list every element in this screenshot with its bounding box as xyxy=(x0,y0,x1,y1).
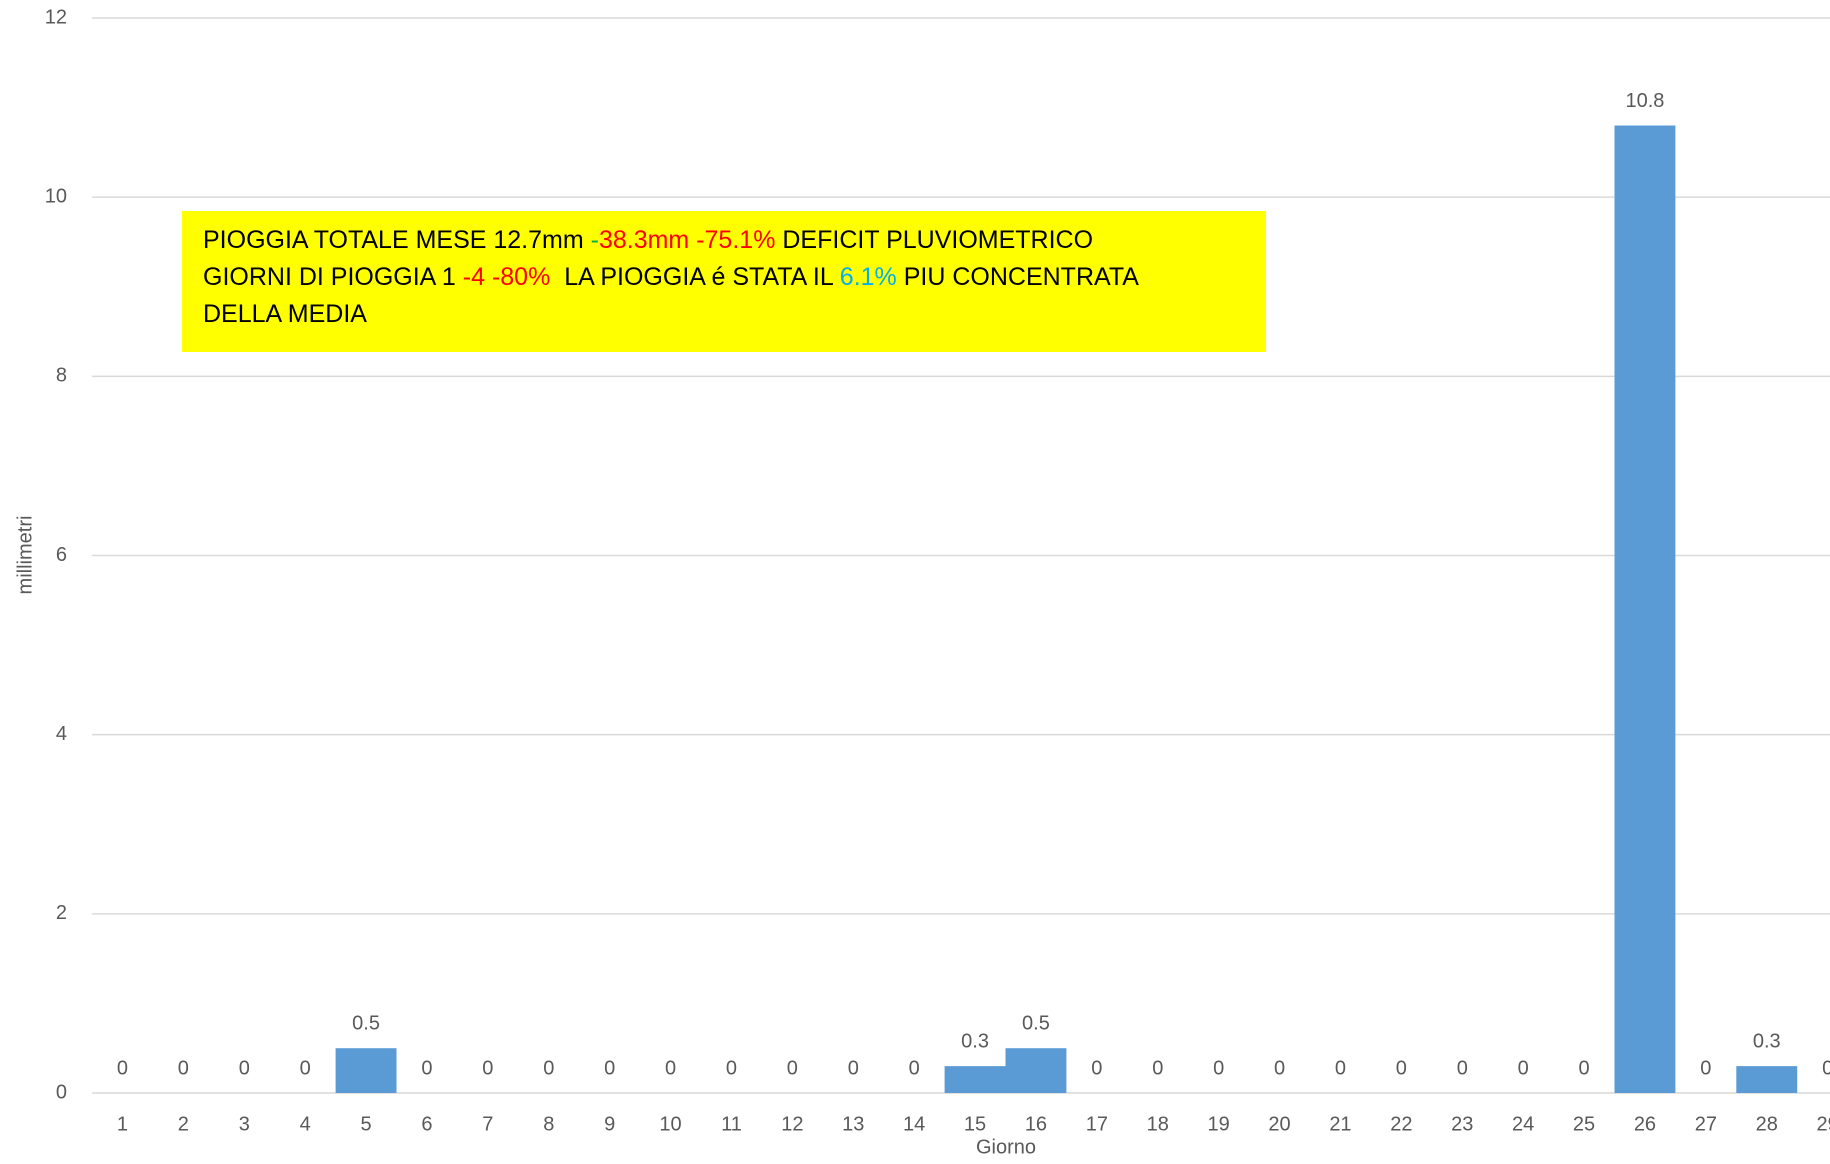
bar xyxy=(1614,125,1676,1093)
y-axis-title: millimetri xyxy=(14,516,36,595)
data-label: 0 xyxy=(178,1057,189,1079)
x-tick-label: 28 xyxy=(1756,1113,1778,1135)
data-label: 0 xyxy=(1518,1057,1529,1079)
x-tick-label: 4 xyxy=(300,1113,311,1135)
bar xyxy=(944,1066,1006,1093)
data-label: 0.5 xyxy=(1022,1012,1050,1034)
x-tick-label: 7 xyxy=(482,1113,493,1135)
x-tick-label: 18 xyxy=(1147,1113,1169,1135)
y-tick-label: 12 xyxy=(45,6,67,28)
x-tick-label: 21 xyxy=(1329,1113,1351,1135)
data-label: 0.3 xyxy=(961,1030,989,1052)
x-tick-label: 2 xyxy=(178,1113,189,1135)
y-tick-label: 10 xyxy=(45,185,67,207)
x-tick-label: 3 xyxy=(239,1113,250,1135)
data-label: 0 xyxy=(117,1057,128,1079)
annotation-text: LA PIOGGIA é STATA IL xyxy=(550,263,839,291)
annotation-text: GIORNI DI PIOGGIA 1 xyxy=(203,263,463,291)
x-tick-label: 27 xyxy=(1695,1113,1717,1135)
x-tick-label: 10 xyxy=(659,1113,681,1135)
data-label: 0 xyxy=(1152,1057,1163,1079)
x-tick-label: 26 xyxy=(1634,1113,1656,1135)
x-tick-label: 12 xyxy=(781,1113,803,1135)
data-label: 0 xyxy=(1335,1057,1346,1079)
x-tick-label: 19 xyxy=(1208,1113,1230,1135)
x-tick-label: 17 xyxy=(1086,1113,1108,1135)
x-tick-label: 9 xyxy=(604,1113,615,1135)
data-label: 0 xyxy=(665,1057,676,1079)
x-tick-label: 24 xyxy=(1512,1113,1534,1135)
x-tick-label: 6 xyxy=(421,1113,432,1135)
x-tick-label: 20 xyxy=(1268,1113,1290,1135)
x-tick-label: 8 xyxy=(543,1113,554,1135)
x-axis-title: Giorno xyxy=(976,1136,1036,1158)
data-label: 0 xyxy=(1822,1057,1830,1079)
data-label: 0 xyxy=(1578,1057,1589,1079)
data-label: 0 xyxy=(787,1057,798,1079)
data-label: 0 xyxy=(1091,1057,1102,1079)
data-label: 0 xyxy=(421,1057,432,1079)
data-label: 0 xyxy=(300,1057,311,1079)
y-tick-label: 2 xyxy=(56,902,67,924)
x-tick-label: 15 xyxy=(964,1113,986,1135)
annotation-text: PIOGGIA TOTALE MESE 12.7mm xyxy=(203,226,591,254)
data-label: 0 xyxy=(726,1057,737,1079)
data-label: 0 xyxy=(1457,1057,1468,1079)
data-label: 10.8 xyxy=(1625,90,1664,112)
y-tick-label: 6 xyxy=(56,544,67,566)
data-label: 0.3 xyxy=(1753,1030,1781,1052)
annotation-text: DEFICIT PLUVIOMETRICO xyxy=(775,226,1093,254)
annotation-line: PIOGGIA TOTALE MESE 12.7mm -38.3mm -75.1… xyxy=(203,226,1093,254)
x-tick-label: 11 xyxy=(721,1113,742,1135)
data-label: 0 xyxy=(543,1057,554,1079)
annotation-text: 38.3mm -75.1% xyxy=(599,226,775,254)
y-tick-label: 0 xyxy=(56,1081,67,1103)
annotation-line: DELLA MEDIA xyxy=(203,300,367,328)
x-tick-label: 29 xyxy=(1817,1113,1830,1135)
x-tick-label: 23 xyxy=(1451,1113,1473,1135)
x-tick-label: 1 xyxy=(117,1113,128,1135)
data-label: 0 xyxy=(1700,1057,1711,1079)
annotation-text: DELLA MEDIA xyxy=(203,300,367,328)
x-tick-label: 25 xyxy=(1573,1113,1595,1135)
annotation-text: - xyxy=(591,226,599,254)
bar xyxy=(1736,1066,1798,1093)
data-label: 0 xyxy=(1396,1057,1407,1079)
y-tick-label: 8 xyxy=(56,365,67,387)
data-label: 0 xyxy=(1213,1057,1224,1079)
annotation-box xyxy=(182,211,1266,352)
annotation-line: GIORNI DI PIOGGIA 1 -4 -80% LA PIOGGIA é… xyxy=(203,263,1139,291)
x-tick-label: 22 xyxy=(1390,1113,1412,1135)
data-label: 0 xyxy=(482,1057,493,1079)
x-tick-label: 13 xyxy=(842,1113,864,1135)
data-label: 0 xyxy=(239,1057,250,1079)
data-label: 0 xyxy=(1274,1057,1285,1079)
data-label: 0 xyxy=(604,1057,615,1079)
x-tick-label: 16 xyxy=(1025,1113,1047,1135)
annotation-text: PIU CONCENTRATA xyxy=(897,263,1139,291)
data-label: 0.5 xyxy=(352,1012,380,1034)
annotation-text: -4 -80% xyxy=(463,263,551,291)
x-tick-label: 5 xyxy=(360,1113,371,1135)
bar xyxy=(335,1048,397,1093)
y-tick-label: 4 xyxy=(56,723,67,745)
annotation-text: 6.1% xyxy=(840,263,897,291)
data-label: 0 xyxy=(909,1057,920,1079)
x-tick-label: 14 xyxy=(903,1113,925,1135)
data-label: 0 xyxy=(848,1057,859,1079)
bar xyxy=(1005,1048,1067,1093)
